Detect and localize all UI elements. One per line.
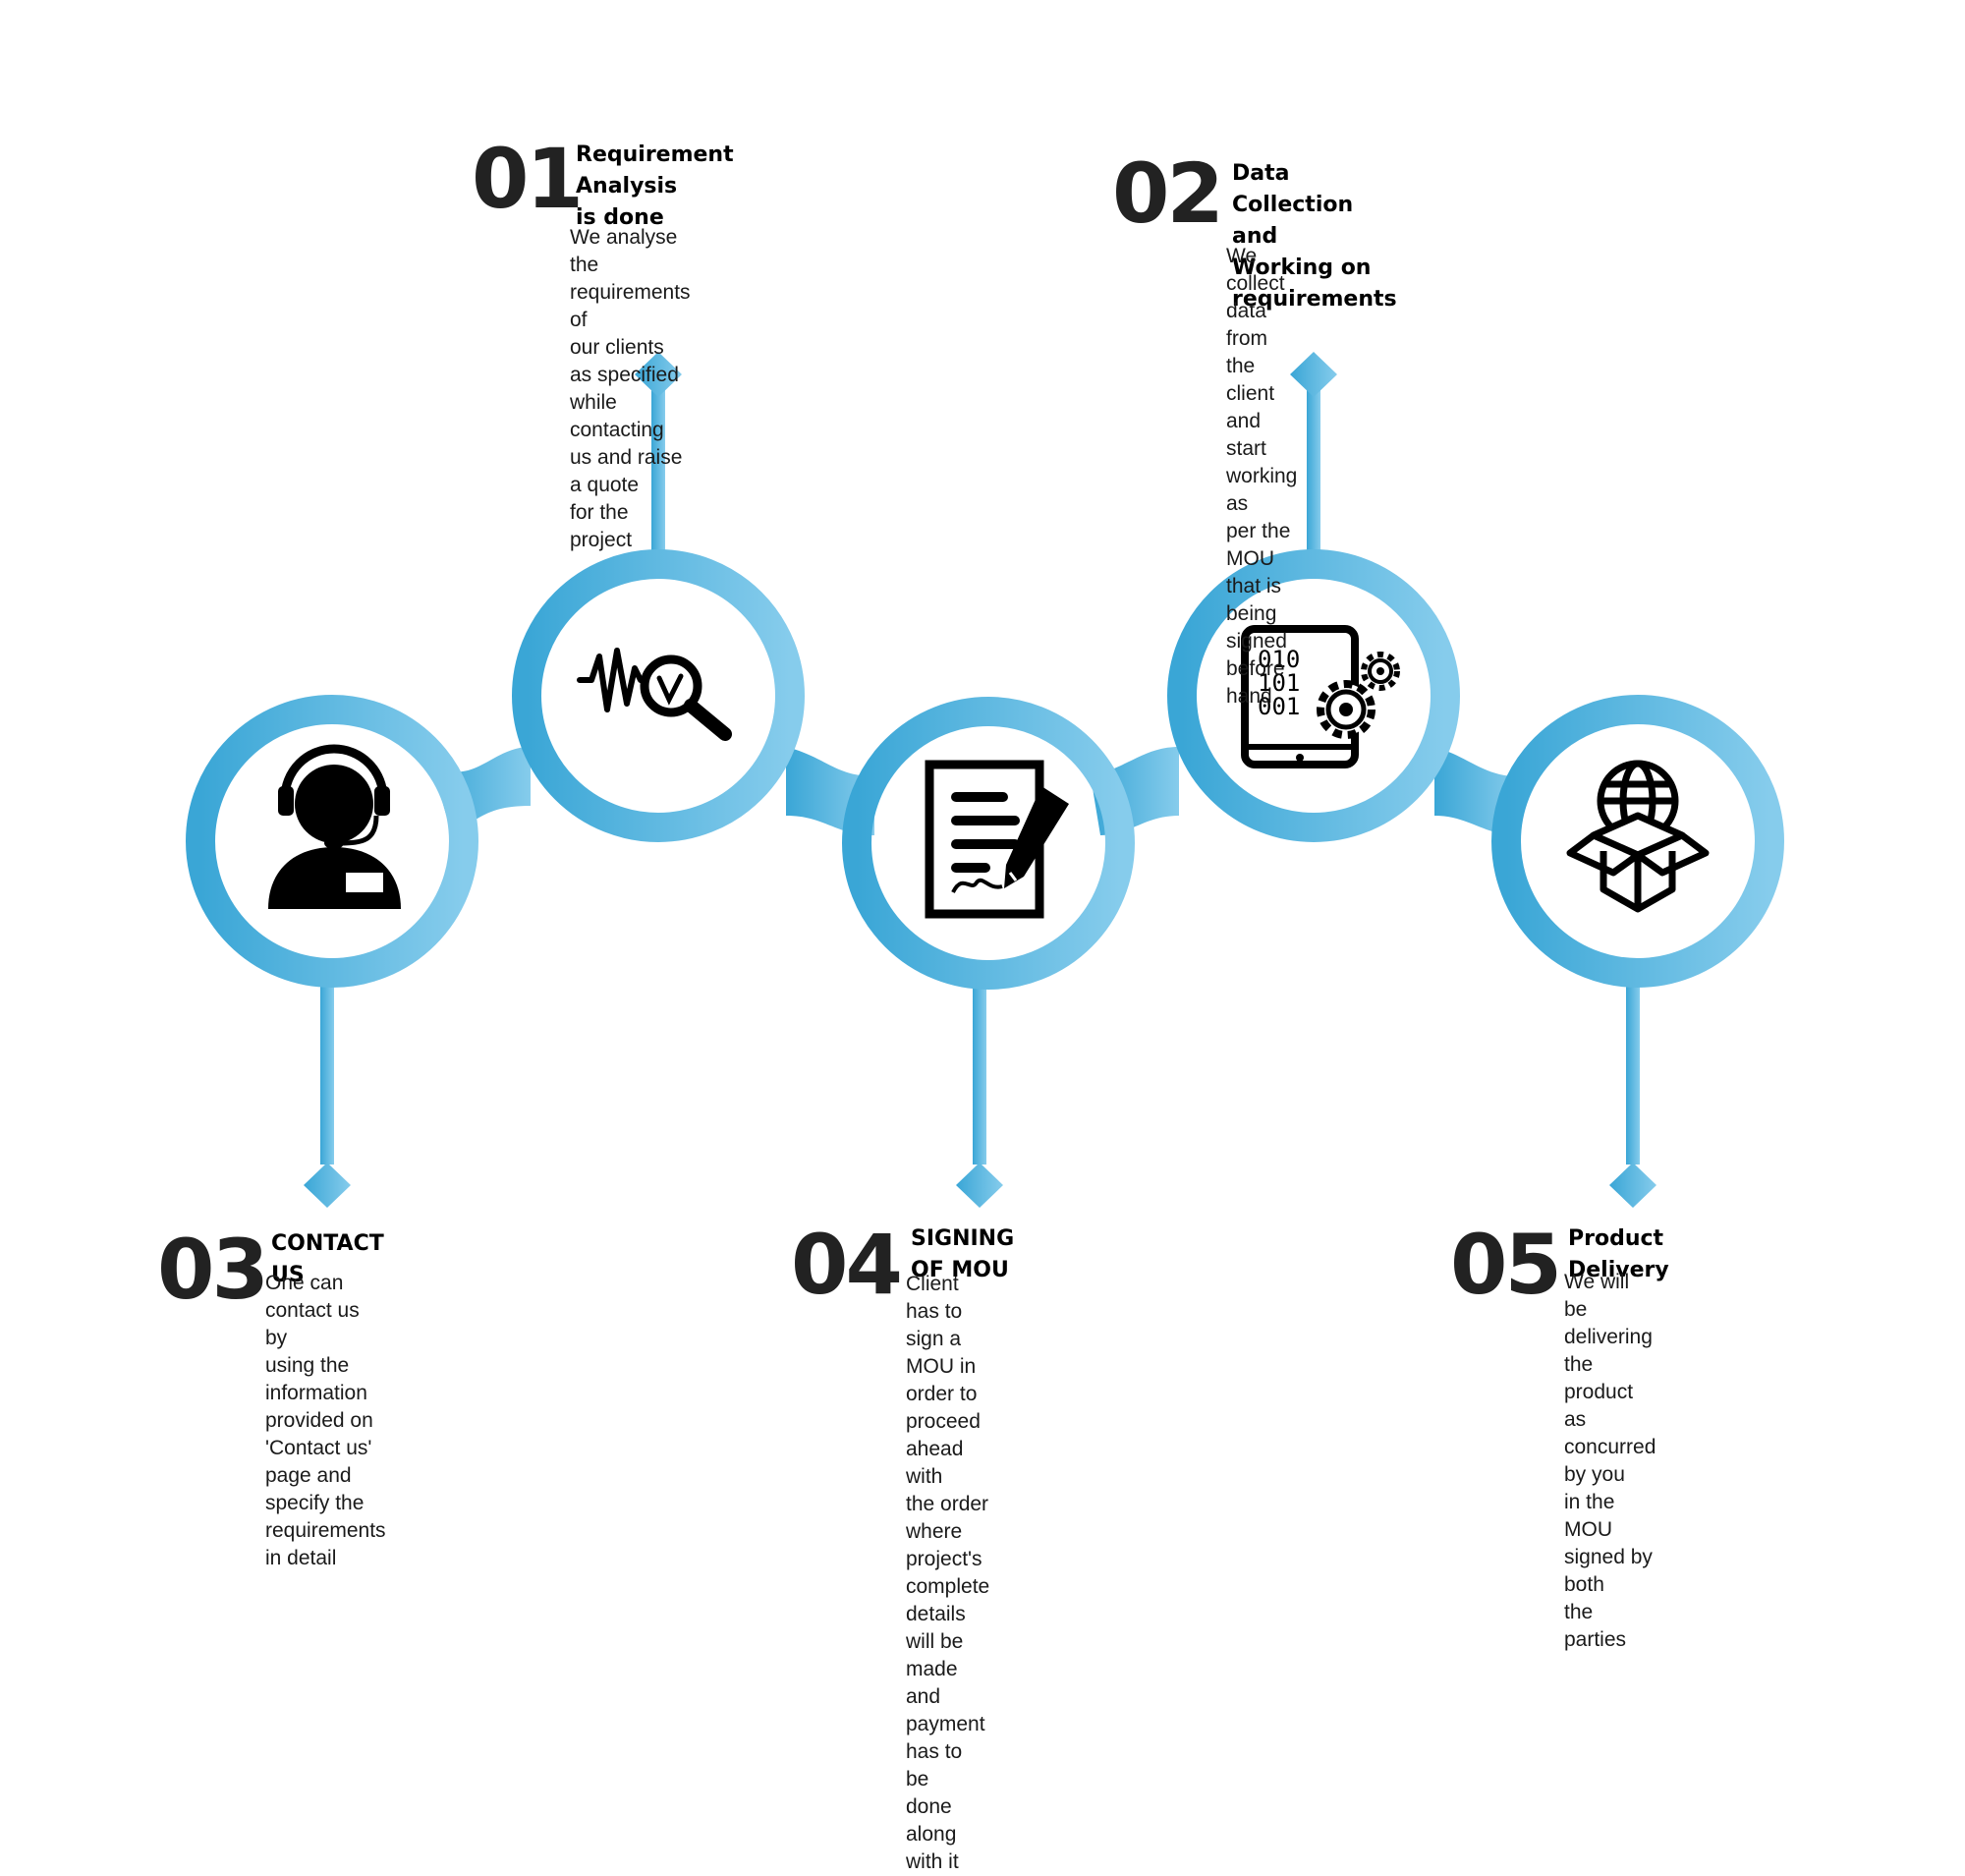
timeline-rings — [186, 549, 1784, 990]
step-title: Requirement Analysis is done — [576, 142, 734, 230]
step-number: 04 — [791, 1217, 903, 1313]
ring-product-delivery — [1491, 695, 1784, 988]
ring-signing-mou — [842, 697, 1135, 990]
step-description: We will be delivering the product as con… — [1564, 1271, 1656, 1651]
step-title: SIGNING OF MOU — [911, 1226, 1015, 1282]
ring-data-collection — [1167, 549, 1460, 842]
step-number: 02 — [1112, 145, 1224, 242]
global-package-icon — [1566, 760, 1710, 913]
timeline-track — [304, 352, 1656, 1208]
ring-contact-us — [186, 695, 478, 988]
step-description: One can contact us by using the informat… — [265, 1272, 386, 1569]
tablet-data-gears-icon: 010 101 001 — [1241, 625, 1400, 768]
step-description: Client has to sign a MOU in order to pro… — [906, 1273, 990, 1873]
step-title: Data Collection and Working on requireme… — [1232, 161, 1397, 312]
step-number: 03 — [157, 1222, 269, 1318]
step-description: We analyse the requirements of our clien… — [570, 226, 691, 551]
step-title: Product Delivery — [1568, 1226, 1669, 1282]
step-description: We collect data from the client and star… — [1226, 245, 1298, 708]
binary-row: 001 — [1258, 693, 1300, 720]
customer-support-icon — [268, 744, 401, 909]
small-gear-icon — [1361, 652, 1400, 691]
step-number: 01 — [472, 131, 584, 227]
binary-row: 101 — [1258, 669, 1300, 697]
document-signing-icon — [925, 760, 1069, 919]
large-gear-icon — [1317, 680, 1376, 739]
step-title: CONTACT US — [271, 1231, 384, 1287]
process-timeline: 010 101 001 — [186, 352, 1784, 1208]
ring-requirement-analysis — [512, 549, 805, 842]
step-number: 05 — [1450, 1217, 1562, 1313]
binary-readout: 010 101 001 — [1258, 646, 1300, 720]
analysis-magnifier-icon — [577, 648, 732, 741]
binary-row: 010 — [1258, 646, 1300, 673]
